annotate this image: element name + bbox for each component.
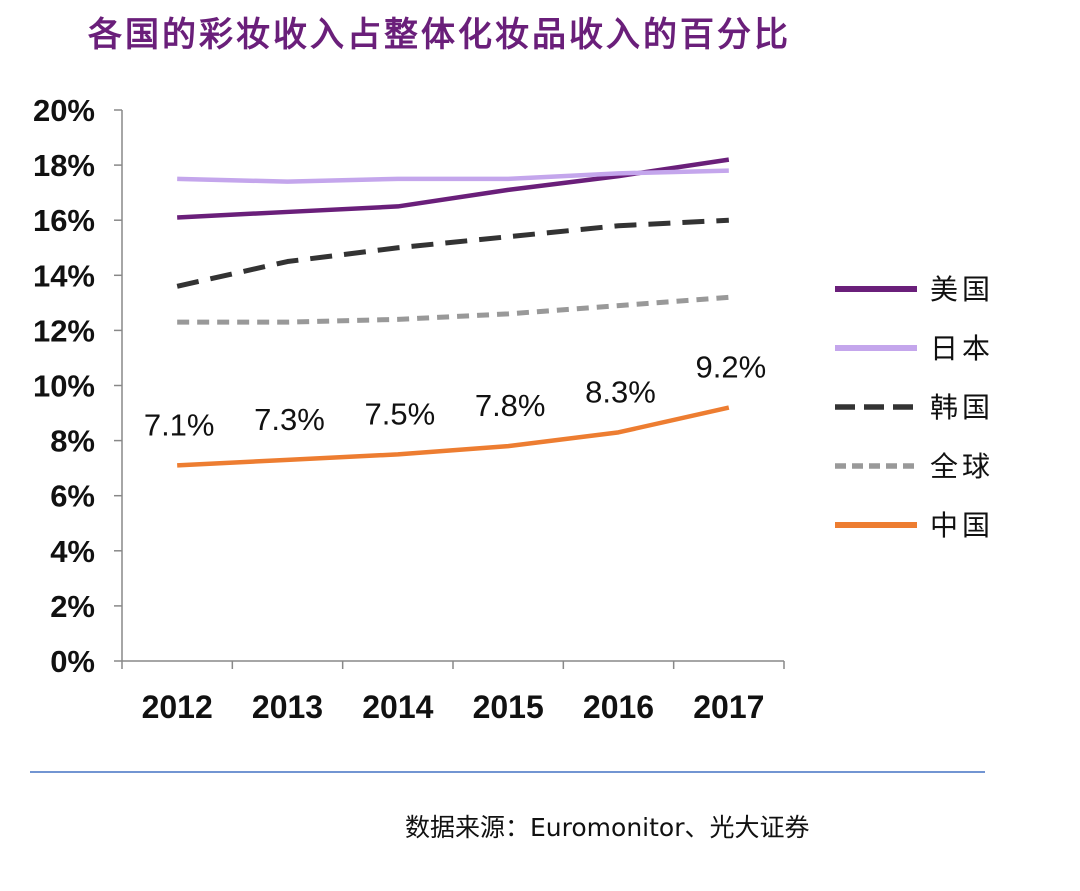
- legend-label: 全球: [930, 450, 994, 483]
- series-line-2: [176, 217, 729, 289]
- x-tick-label: 2013: [252, 689, 323, 725]
- x-tick-label: 2017: [693, 689, 764, 725]
- series-line-3: [177, 294, 730, 325]
- y-tick-label: 2%: [50, 589, 95, 624]
- series-layer: [176, 157, 730, 468]
- series-line-1: [177, 168, 729, 184]
- data-label: 9.2%: [695, 350, 766, 385]
- series-line-0: [177, 157, 730, 220]
- data-label: 7.8%: [475, 388, 546, 423]
- x-tick-label: 2014: [362, 689, 433, 725]
- legend-label: 韩国: [930, 391, 994, 424]
- y-tick-label: 18%: [33, 148, 95, 183]
- y-tick-label: 16%: [33, 203, 95, 238]
- y-tick-label: 4%: [50, 534, 95, 569]
- series-line-4: [177, 405, 730, 468]
- y-tick-label: 10%: [33, 369, 95, 404]
- legend-label: 中国: [930, 509, 994, 542]
- y-tick-label: 6%: [50, 479, 95, 514]
- axes: 0% 2% 4% 6% 8% 10% 12% 14% 16% 18% 20% 2012 2013 2014…: [33, 93, 785, 725]
- x-tick-label: 2016: [583, 689, 654, 725]
- x-tick-label: 2015: [473, 689, 544, 725]
- legend-label: 日本: [930, 332, 994, 365]
- y-tick-label: 8%: [50, 424, 95, 459]
- y-tick-label: 20%: [33, 93, 95, 128]
- data-labels: 7.1% 7.3% 7.5% 7.8% 8.3% 9.2%: [144, 350, 766, 443]
- chart-title: 各国的彩妆收入占整体化妆品收入的百分比: [88, 15, 791, 55]
- source-note: 数据来源：Euromonitor、光大证券: [405, 813, 809, 842]
- data-label: 7.1%: [144, 407, 215, 442]
- x-tick-label: 2012: [142, 689, 213, 725]
- y-tick-label: 0%: [50, 644, 95, 679]
- data-label: 7.3%: [254, 402, 325, 437]
- y-tick-label: 12%: [33, 313, 95, 348]
- y-tick-label: 14%: [33, 258, 95, 293]
- legend-label: 美国: [930, 273, 994, 306]
- data-label: 8.3%: [585, 374, 656, 409]
- data-label: 7.5%: [364, 396, 435, 431]
